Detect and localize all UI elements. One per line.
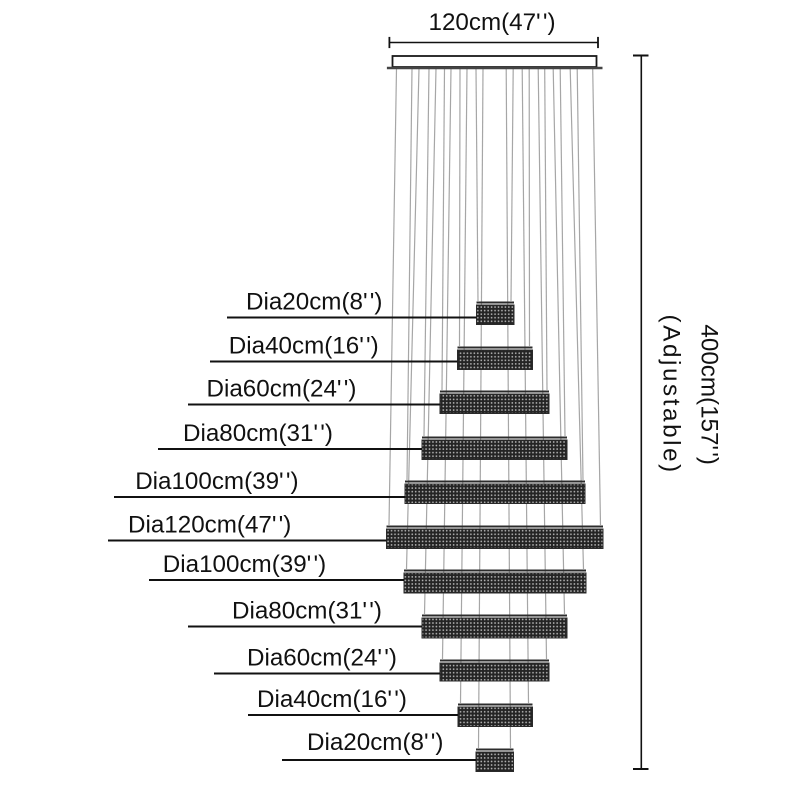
svg-text:400cm(157''): 400cm(157'')	[695, 324, 722, 465]
svg-text:Dia120cm(47''): Dia120cm(47'')	[128, 512, 291, 539]
svg-text:Dia40cm(16''): Dia40cm(16'')	[257, 686, 407, 713]
svg-text:Dia80cm(31''): Dia80cm(31'')	[232, 598, 382, 625]
svg-text:Dia60cm(24''): Dia60cm(24'')	[207, 376, 357, 403]
svg-text:120cm(47''): 120cm(47'')	[429, 9, 556, 36]
svg-text:Dia40cm(16''): Dia40cm(16'')	[229, 333, 379, 360]
svg-text:Dia100cm(39''): Dia100cm(39'')	[135, 468, 298, 495]
svg-text:Dia20cm(8''): Dia20cm(8'')	[246, 289, 382, 316]
svg-text:(Adjustable): (Adjustable)	[658, 315, 685, 475]
svg-text:Dia60cm(24''): Dia60cm(24'')	[247, 645, 397, 672]
svg-text:Dia20cm(8''): Dia20cm(8'')	[307, 729, 443, 756]
svg-text:Dia100cm(39''): Dia100cm(39'')	[163, 551, 326, 578]
svg-text:Dia80cm(31''): Dia80cm(31'')	[183, 420, 333, 447]
